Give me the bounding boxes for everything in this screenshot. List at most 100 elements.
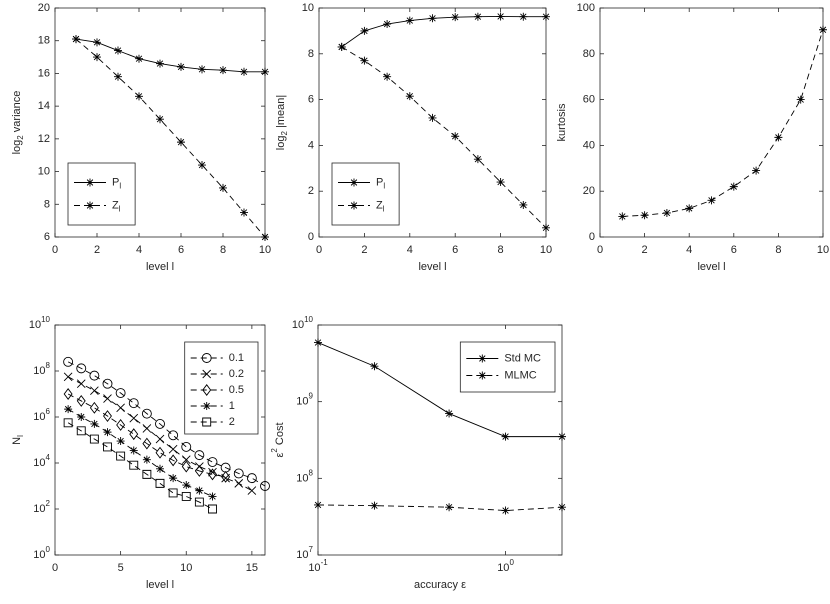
data-marker: [360, 56, 369, 65]
y-tick-label: 40: [583, 139, 595, 151]
y-axis-label: log2 variance: [11, 91, 25, 155]
x-tick-label: 0: [316, 244, 322, 256]
data-marker: [337, 42, 346, 51]
legend-label: Pl: [112, 176, 121, 190]
data-marker: [405, 92, 414, 101]
series-line: [67, 422, 213, 510]
y-tick-label: 2: [308, 185, 314, 197]
x-tick-label: 10-1: [308, 558, 328, 574]
data-marker: [496, 12, 505, 21]
y-tick-label: 0: [589, 231, 595, 243]
data-marker: [261, 233, 269, 241]
x-tick-label: 10: [180, 562, 192, 574]
y-tick-label: 14: [38, 100, 50, 112]
data-marker: [156, 59, 164, 68]
y-tick-label: 100: [33, 545, 50, 561]
data-marker: [129, 460, 139, 470]
data-marker: [114, 46, 122, 55]
data-marker: [519, 200, 528, 209]
data-marker: [451, 132, 460, 141]
data-marker: [141, 408, 152, 419]
legend-label: Zl: [112, 199, 121, 213]
data-marker: [64, 405, 73, 414]
x-tick-label: 0: [52, 562, 58, 574]
data-marker: [405, 16, 414, 25]
x-tick-label: 0: [52, 244, 58, 256]
x-tick-label: 2: [94, 244, 100, 256]
data-marker: [168, 488, 178, 498]
subplot: 0 2 4 6 8 10 6 8 10 12 14 16 18 20 level l log2 varianc…: [11, 2, 271, 273]
data-marker: [208, 468, 217, 481]
data-marker: [542, 223, 550, 232]
y-tick-label: 18: [38, 35, 50, 47]
legend: Std MC MLMC: [459, 341, 556, 393]
data-marker: [93, 53, 101, 62]
axes-frame: [599, 7, 824, 238]
legend-marker: [202, 384, 212, 396]
data-marker: [194, 497, 204, 507]
data-marker: [314, 500, 322, 509]
data-marker: [198, 161, 206, 170]
legend-marker: [202, 402, 211, 410]
y-tick-label: 106: [33, 407, 50, 423]
legend-box: [67, 162, 136, 226]
data-marker: [76, 394, 86, 407]
data-marker: [156, 464, 164, 473]
data-marker: [155, 418, 165, 429]
data-marker: [360, 26, 369, 35]
y-tick-label: 20: [583, 185, 595, 197]
legend-marker: [201, 353, 212, 363]
y-tick-label: 109: [296, 392, 313, 408]
legend-marker: [202, 417, 212, 427]
x-tick-label: 8: [220, 244, 226, 256]
data-marker: [177, 62, 185, 71]
y-tick-label: 10: [302, 2, 314, 14]
legend: Pl Zl: [67, 162, 136, 226]
y-tick-label: 4: [308, 139, 314, 151]
data-marker: [208, 492, 217, 501]
legend-marker: [202, 369, 212, 379]
data-marker: [445, 503, 454, 512]
data-marker: [102, 378, 113, 389]
data-marker: [240, 208, 248, 217]
y-tick-label: 16: [38, 67, 50, 79]
data-marker: [194, 450, 205, 461]
legend-label: 0.1: [229, 352, 244, 364]
data-marker: [496, 178, 505, 187]
x-tick-label: 6: [178, 244, 184, 256]
data-marker: [240, 67, 248, 76]
x-tick-label: 4: [686, 244, 692, 256]
data-marker: [155, 434, 165, 444]
data-marker: [135, 54, 143, 63]
x-tick-label: 6: [452, 244, 458, 256]
data-marker: [501, 506, 510, 515]
series-line: [67, 393, 226, 478]
x-tick-label: 10: [259, 244, 271, 256]
data-marker: [246, 473, 257, 484]
data-marker: [116, 403, 125, 413]
y-tick-label: 100: [577, 2, 595, 14]
legend-marker: [478, 354, 487, 363]
legend-marker: [86, 178, 94, 187]
data-marker: [195, 486, 204, 495]
data-marker: [177, 138, 185, 147]
data-marker: [370, 362, 379, 371]
data-marker: [129, 446, 138, 455]
y-axis-label: Nl: [11, 435, 25, 445]
data-marker: [542, 12, 550, 21]
data-marker: [558, 432, 566, 441]
x-axis-label: level l: [146, 579, 174, 591]
data-marker: [129, 413, 139, 423]
legend-label: MLMC: [504, 369, 536, 381]
data-marker: [89, 434, 99, 444]
data-marker: [796, 95, 805, 104]
x-tick-label: 4: [407, 244, 413, 256]
data-marker: [181, 460, 191, 473]
legend-label: 1: [229, 400, 235, 412]
y-tick-label: 8: [308, 48, 314, 60]
data-marker: [115, 388, 126, 398]
data-marker: [128, 398, 139, 409]
data-marker: [89, 370, 100, 381]
data-marker: [640, 211, 649, 220]
series-line: [75, 38, 265, 73]
